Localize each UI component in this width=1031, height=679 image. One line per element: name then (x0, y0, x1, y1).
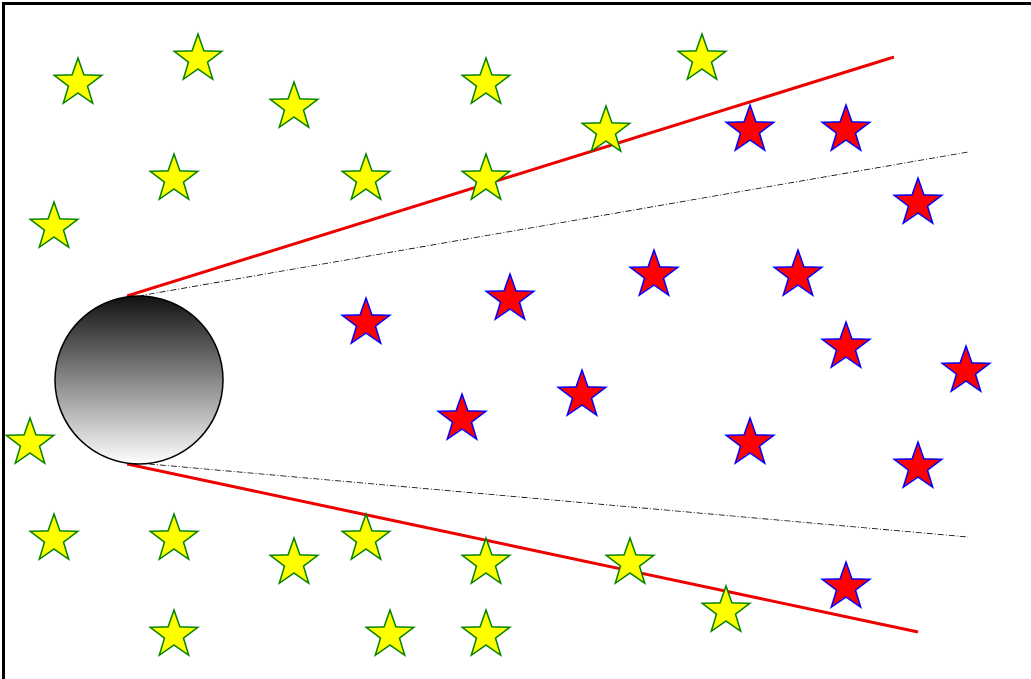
red-star-icon (820, 559, 872, 610)
yellow-star-icon (52, 55, 104, 106)
solid-boundary-upper (126, 55, 895, 298)
yellow-star-icon (460, 607, 512, 658)
red-star-icon (892, 175, 944, 226)
red-star-icon (820, 102, 872, 153)
yellow-star-icon (148, 511, 200, 562)
red-star-icon (892, 439, 944, 490)
red-star-icon (484, 271, 536, 322)
yellow-star-icon (268, 79, 320, 130)
dashed-boundary-upper (126, 151, 969, 299)
yellow-star-icon (340, 511, 392, 562)
yellow-star-icon (28, 511, 80, 562)
red-star-icon (820, 319, 872, 370)
yellow-star-icon (676, 31, 728, 82)
yellow-star-icon (460, 151, 512, 202)
yellow-star-icon (604, 535, 656, 586)
yellow-star-icon (364, 607, 416, 658)
solid-boundary-lower (126, 462, 919, 634)
yellow-star-icon (700, 583, 752, 634)
yellow-star-icon (268, 535, 320, 586)
stars-layer (4, 31, 992, 658)
yellow-star-icon (172, 31, 224, 82)
yellow-star-icon (28, 199, 80, 250)
red-star-icon (724, 415, 776, 466)
yellow-star-icon (4, 415, 56, 466)
red-star-icon (772, 247, 824, 298)
red-star-icon (628, 247, 680, 298)
dashed-boundary-lower (126, 461, 969, 538)
yellow-star-icon (460, 535, 512, 586)
inner-boundary-dashed (126, 151, 969, 538)
gradient-sphere-icon (54, 295, 224, 465)
red-star-icon (940, 343, 992, 394)
red-star-icon (340, 295, 392, 346)
yellow-star-icon (148, 151, 200, 202)
outer-boundary-solid (126, 55, 919, 634)
yellow-star-icon (460, 55, 512, 106)
yellow-star-icon (340, 151, 392, 202)
red-star-icon (556, 367, 608, 418)
yellow-star-icon (580, 103, 632, 154)
red-star-icon (436, 391, 488, 442)
red-star-icon (724, 102, 776, 153)
yellow-star-icon (148, 607, 200, 658)
